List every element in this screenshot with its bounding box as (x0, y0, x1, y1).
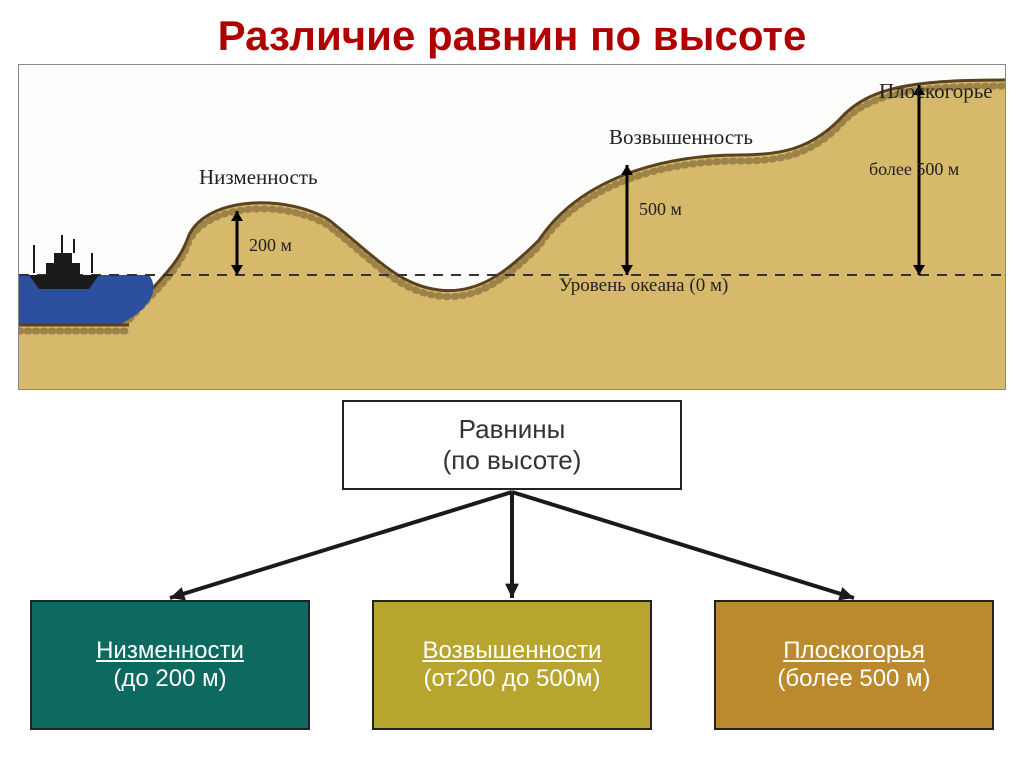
height-lowland: 200 м (249, 235, 292, 256)
flow-root-box: Равнины (по высоте) (342, 400, 682, 490)
flow-child-box: Низменности(до 200 м) (30, 600, 310, 730)
flow-root-line2: (по высоте) (443, 445, 582, 476)
height-plateau: более 500 м (869, 159, 959, 180)
flow-child-box: Плоскогорья(более 500 м) (714, 600, 994, 730)
flow-child-title: Возвышенности (423, 637, 602, 665)
flow-child-sub: (до 200 м) (113, 665, 226, 693)
label-plateau: Плоскогорье (879, 79, 993, 104)
cross-section-diagram: Низменность Возвышенность Плоскогорье 20… (18, 64, 1006, 390)
label-lowland: Низменность (199, 165, 318, 190)
label-upland: Возвышенность (609, 125, 753, 150)
flow-child-title: Плоскогорья (783, 637, 924, 665)
flow-child-sub: (более 500 м) (777, 665, 930, 693)
label-sea-level: Уровень океана (0 м) (559, 275, 728, 297)
flow-child-sub: (от200 до 500м) (423, 665, 600, 693)
height-upland: 500 м (639, 199, 682, 220)
flow-chart: Равнины (по высоте) Низменности(до 200 м… (30, 400, 994, 750)
diagram-svg (19, 65, 1006, 390)
flow-root-line1: Равнины (459, 414, 566, 445)
title-text: Различие равнин по высоте (218, 12, 807, 59)
flow-child-box: Возвышенности(от200 до 500м) (372, 600, 652, 730)
page-title: Различие равнин по высоте (0, 0, 1024, 60)
flow-child-title: Низменности (96, 637, 244, 665)
flow-arrows (30, 490, 994, 600)
